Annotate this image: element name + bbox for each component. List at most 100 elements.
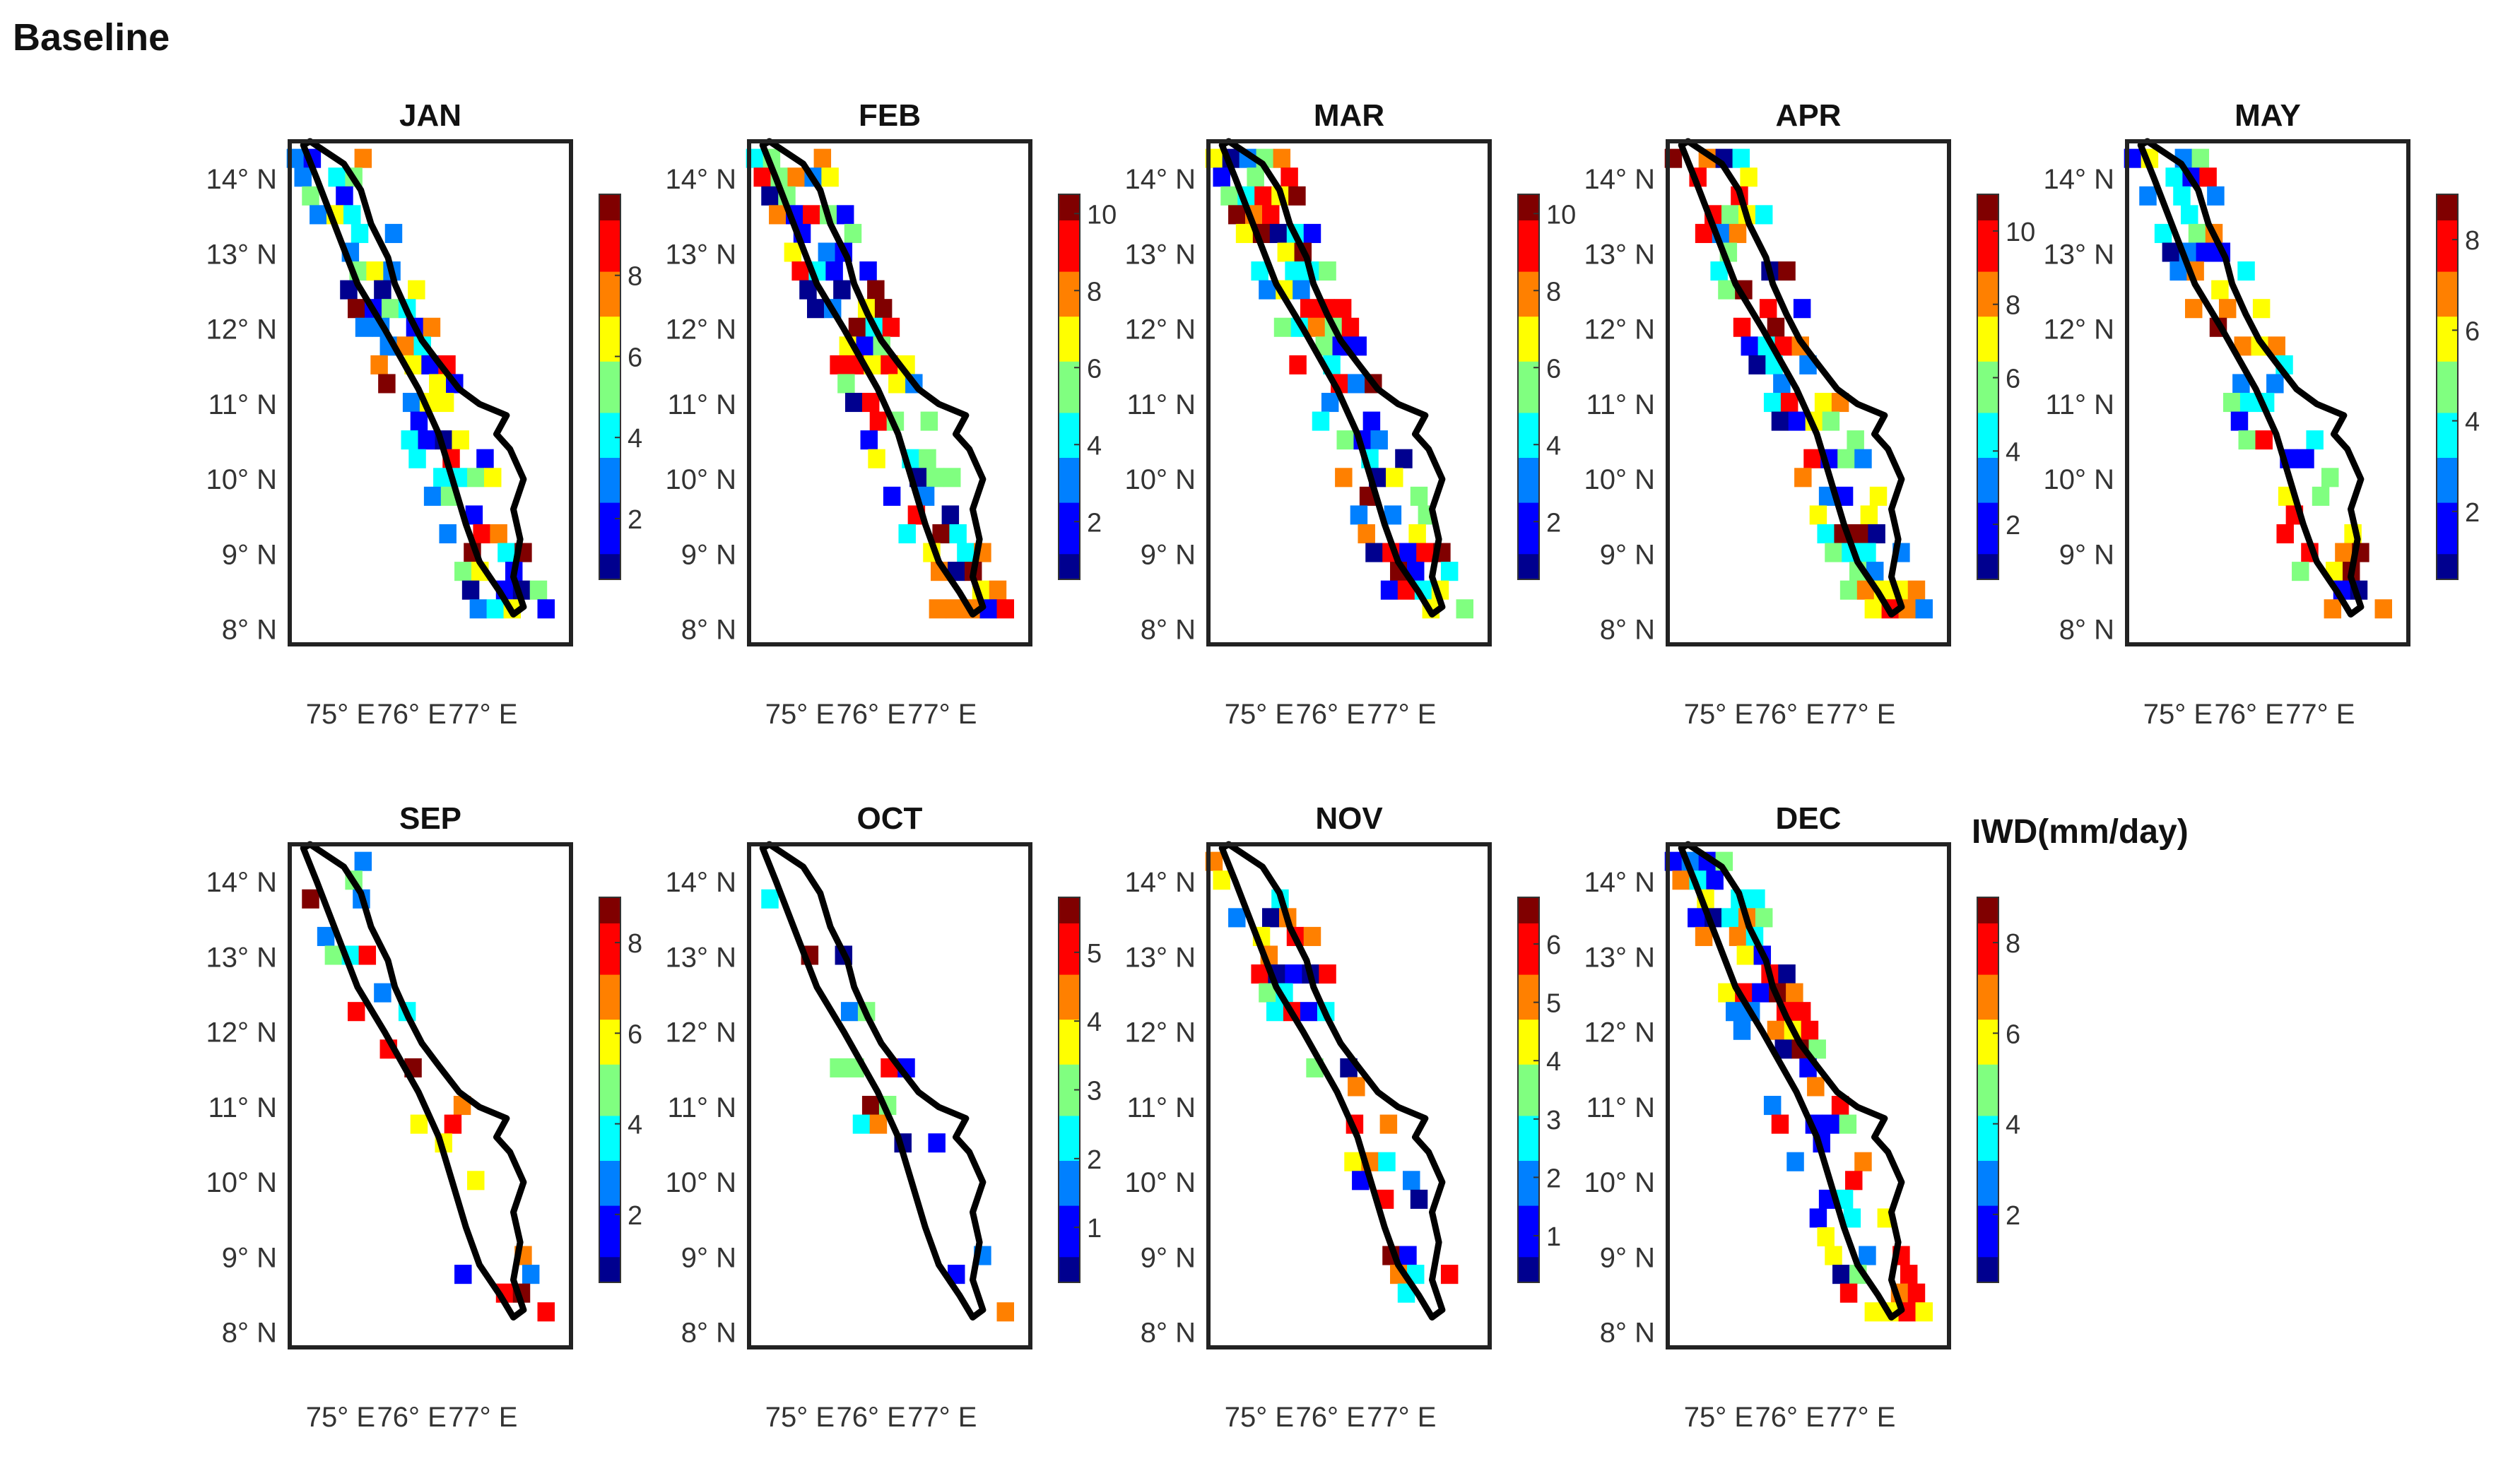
colorbar-segment <box>1059 412 1080 420</box>
colorbar-segment <box>1518 974 1539 981</box>
x-tick-label: 75° E <box>1225 699 1294 730</box>
colorbar-segment <box>1059 444 1080 451</box>
grid-cell <box>957 543 975 562</box>
colorbar-segment <box>1518 438 1539 445</box>
grid-cell <box>439 524 457 544</box>
colorbar-segment <box>1518 252 1539 259</box>
grid-cell <box>2230 411 2249 431</box>
colorbar-segment <box>1977 560 1998 567</box>
colorbar-segment <box>1518 910 1539 917</box>
colorbar-segment <box>1059 572 1080 580</box>
colorbar-segment <box>1518 993 1539 1000</box>
colorbar-segment <box>2437 220 2458 228</box>
grid-cell <box>1303 926 1321 946</box>
colorbar-segment <box>1518 226 1539 234</box>
colorbar-segment <box>2437 309 2458 317</box>
colorbar-segment <box>1977 541 1998 548</box>
colorbar-segment <box>1059 923 1080 931</box>
colorbar-segment <box>1518 1212 1539 1219</box>
grid-cell <box>454 1265 472 1284</box>
colorbar-segment <box>1059 329 1080 336</box>
colorbar-segment <box>2437 515 2458 522</box>
panel-nov: NOV 14° N 13° N 12° N 11° N 10° N 9° N 8° N 75° … <box>1125 801 1562 1433</box>
colorbar-segment <box>1977 303 1998 311</box>
colorbar-tick-label: 2 <box>2006 1201 2020 1231</box>
grid-cell <box>1456 599 1474 619</box>
colorbar-segment <box>2437 560 2458 567</box>
grid-cell <box>844 223 862 243</box>
grid-cell <box>833 280 851 300</box>
grid-cell <box>926 468 944 488</box>
colorbar-segment <box>1977 476 1998 484</box>
colorbar-segment <box>1977 1198 1998 1206</box>
panel-title: SEP <box>399 801 461 836</box>
colorbar-segment <box>1059 1218 1080 1225</box>
grid-cell <box>2139 186 2157 206</box>
x-tick-label: 75° E <box>1684 699 1753 730</box>
colorbar-segment <box>2437 412 2458 420</box>
x-tick-label: 77° E <box>448 1402 517 1433</box>
colorbar-tick-label: 8 <box>2006 291 2020 321</box>
colorbar-segment <box>1518 194 1539 201</box>
axes-frame <box>1206 842 1492 1349</box>
colorbar-segment <box>2437 329 2458 336</box>
grid-cell <box>1845 1171 1863 1191</box>
colorbar-segment <box>2437 348 2458 355</box>
colorbar-segment <box>2437 541 2458 548</box>
colorbar-segment <box>1059 432 1080 439</box>
colorbar-segment <box>599 329 620 336</box>
colorbar-segment <box>1059 470 1080 478</box>
grid-cell <box>354 851 372 871</box>
y-tick-label: 11° N <box>1126 1092 1196 1123</box>
y-tick-label: 11° N <box>208 1092 277 1123</box>
colorbar-segment <box>1977 521 1998 528</box>
colorbar-segment <box>599 923 620 931</box>
grid-cell <box>844 393 863 413</box>
colorbar-segment <box>1059 252 1080 259</box>
colorbar-segment <box>599 916 620 923</box>
colorbar-segment <box>2437 271 2458 278</box>
colorbar-tick-label: 6 <box>1546 354 1561 384</box>
y-tick-label: 12° N <box>206 314 278 345</box>
colorbar-segment <box>1518 367 1539 374</box>
grid-cell <box>932 524 950 544</box>
colorbar-segment <box>599 1205 620 1212</box>
colorbar-segment <box>1977 463 1998 471</box>
colorbar-segment <box>1977 1083 1998 1091</box>
colorbar-segment <box>1059 1044 1080 1052</box>
colorbar-segment <box>599 1256 620 1264</box>
colorbar-segment <box>1059 1147 1080 1154</box>
colorbar-segment <box>599 367 620 374</box>
colorbar-segment <box>1059 457 1080 465</box>
grid-cell <box>861 393 880 413</box>
panel-title: OCT <box>857 801 923 836</box>
colorbar-segment <box>1518 309 1539 317</box>
grid-cell <box>1408 524 1426 544</box>
colorbar-segment <box>2437 207 2458 214</box>
colorbar-segment <box>2437 194 2458 201</box>
colorbar-segment <box>2437 316 2458 324</box>
colorbar-segment <box>1518 476 1539 484</box>
colorbar-segment <box>599 1109 620 1116</box>
colorbar-segment <box>599 1186 620 1193</box>
grid-cell <box>484 468 502 488</box>
grid-cell <box>2165 167 2183 187</box>
colorbar-segment <box>1977 1231 1998 1239</box>
grid-cell <box>1851 524 1868 544</box>
grid-cell <box>1235 223 1254 243</box>
grid-cell <box>1729 926 1747 946</box>
colorbar-segment <box>1518 929 1539 937</box>
colorbar-segment <box>599 252 620 259</box>
grid-cell <box>1672 870 1690 890</box>
grid-cell <box>1825 1246 1842 1265</box>
colorbar-segment <box>1977 213 1998 220</box>
colorbar-segment <box>1977 1102 1998 1110</box>
panel-title: FEB <box>859 98 921 133</box>
colorbar-segment <box>599 470 620 478</box>
region-outline <box>1218 138 1446 618</box>
y-tick-label: 8° N <box>681 1318 736 1349</box>
colorbar-segment <box>2437 361 2458 368</box>
colorbar-segment <box>2437 476 2458 484</box>
grid-cell <box>378 374 396 394</box>
